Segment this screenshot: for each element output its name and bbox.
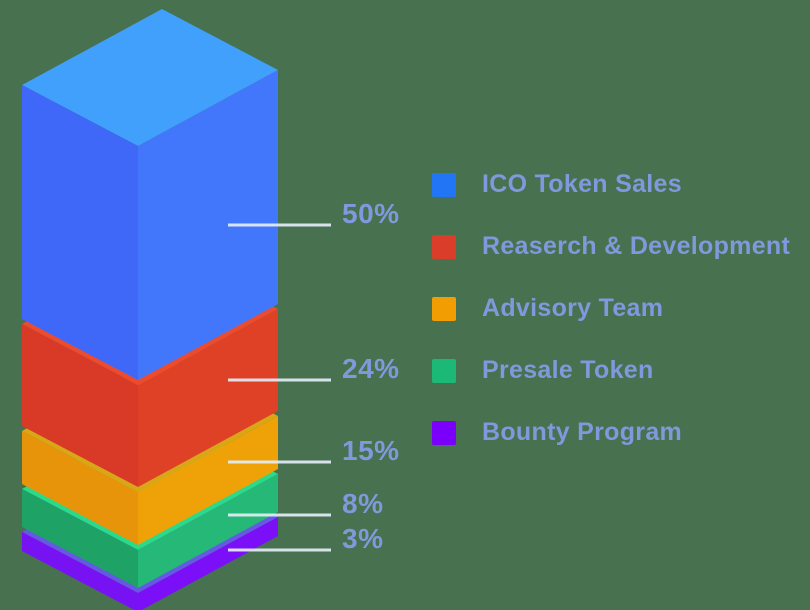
legend-label: Advisory Team: [482, 294, 664, 322]
legend: ICO Token Sales Reaserch & Development Adv…: [432, 170, 790, 447]
segment-ico-token-sales-right-face: [138, 70, 278, 380]
legend-label: ICO Token Sales: [482, 170, 682, 198]
segment-bounty-program-right-face: [138, 517, 278, 610]
segment-reaserch-and-development-right-face: [138, 309, 278, 487]
legend-item-ico-token-sales: ICO Token Sales: [432, 170, 790, 199]
percent-label-presale-token: 8%: [342, 488, 384, 519]
segment-presale-token-left-face: [22, 489, 138, 588]
legend-item-advisory-team: Advisory Team: [432, 294, 790, 323]
legend-swatch-presale-token: [432, 358, 456, 383]
legend-label: Presale Token: [482, 356, 654, 384]
segment-reaserch-and-development-left-face: [22, 324, 138, 487]
legend-label: Bounty Program: [482, 418, 683, 446]
segment-ico-token-sales-left-face: [22, 85, 138, 380]
legend-swatch-advisory-team: [432, 296, 456, 321]
legend-item-presale-token: Presale Token: [432, 356, 790, 385]
percent-label-ico-token-sales: 50%: [342, 198, 400, 229]
segment-ico-token-sales-top-face: [22, 9, 278, 146]
legend-item-reaserch-and-development: Reaserch & Development: [432, 232, 790, 261]
segment-advisory-team-right-face: [138, 416, 278, 545]
legend-label: Reaserch & Development: [482, 232, 791, 260]
percent-label-reaserch-and-development: 24%: [342, 353, 400, 384]
legend-item-bounty-program: Bounty Program: [432, 418, 790, 447]
legend-swatch-reaserch-and-development: [432, 234, 456, 259]
legend-swatch-bounty-program: [432, 420, 456, 445]
percent-label-advisory-team: 15%: [342, 435, 400, 466]
segment-advisory-team-left-face: [22, 431, 138, 545]
segment-bounty-program-left-face: [22, 532, 138, 610]
segment-presale-token-right-face: [138, 474, 278, 588]
legend-swatch-ico-token-sales: [432, 172, 456, 197]
percent-label-bounty-program: 3%: [342, 523, 384, 554]
